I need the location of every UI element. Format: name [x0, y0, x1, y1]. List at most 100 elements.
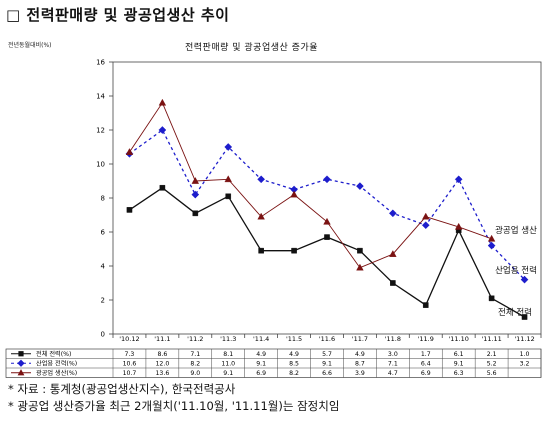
data-point-2 — [487, 234, 496, 242]
data-point-0 — [192, 210, 199, 217]
y-tick-label: 16 — [96, 59, 105, 67]
data-point-2 — [125, 148, 134, 155]
y-axis-label: 전년동월대비(%) — [8, 42, 52, 49]
table-cell: 6.4 — [421, 361, 431, 368]
x-tick-label: '11.12 — [514, 335, 534, 343]
series-label: 전체 전력 — [498, 307, 532, 318]
data-point-1 — [224, 143, 233, 151]
legend-label-1: 산업용 전력(%) — [36, 360, 77, 368]
data-point-0 — [488, 295, 495, 302]
footnote-source: * 자료 : 통계청(광공업생산지수), 한국전력공사 — [8, 382, 236, 396]
data-point-2 — [389, 250, 397, 257]
table-cell: 1.0 — [520, 351, 530, 358]
table-cell: 12.0 — [155, 361, 169, 368]
data-point-2 — [356, 263, 364, 271]
table-cell: 10.6 — [123, 361, 137, 368]
data-point-2 — [191, 176, 200, 184]
data-point-1 — [323, 175, 331, 184]
data-point-2 — [422, 212, 430, 220]
data-point-1 — [388, 209, 397, 218]
data-point-1 — [520, 275, 529, 284]
table-cell: 4.7 — [388, 370, 398, 377]
legend-marker-0 — [18, 351, 24, 357]
data-point-0 — [521, 314, 528, 320]
data-point-1 — [356, 182, 364, 190]
plot-area — [112, 61, 542, 335]
x-tick-label: '11.1 — [154, 335, 170, 343]
table-cell: 9.1 — [256, 361, 266, 368]
x-tick-label: '11.8 — [385, 335, 401, 343]
legend-label-2: 광공업 생산(%) — [36, 369, 77, 377]
table-cell: 7.1 — [190, 351, 200, 358]
table-cell: 11.0 — [221, 361, 235, 368]
table-cell: 8.6 — [157, 351, 167, 358]
table-cell: 4.9 — [355, 351, 365, 358]
footnotes: * 자료 : 통계청(광공업생산지수), 한국전력공사 * 광공업 생산증가율 … — [8, 381, 339, 415]
y-tick-label: 6 — [101, 229, 106, 237]
table-cell: 9.1 — [223, 370, 233, 377]
table-cell: 4.9 — [289, 351, 299, 358]
y-tick-label: 10 — [96, 161, 105, 169]
x-tick-label: '11.3 — [220, 335, 236, 343]
data-point-2 — [323, 217, 331, 225]
y-tick-label: 12 — [96, 127, 105, 135]
legend-marker-1 — [17, 359, 25, 367]
data-point-1 — [191, 190, 200, 199]
y-tick-label: 4 — [101, 263, 106, 271]
data-point-0 — [357, 247, 363, 254]
table-cell: 6.3 — [454, 370, 464, 377]
data-point-0 — [422, 302, 429, 308]
table-cell: 5.6 — [487, 370, 497, 377]
data-point-1 — [158, 126, 167, 134]
series-line-2 — [129, 101, 492, 269]
data-point-1 — [421, 221, 430, 230]
data-point-2 — [158, 98, 167, 106]
table-cell: 7.1 — [388, 361, 398, 368]
table-cell: 4.9 — [256, 351, 266, 358]
table-cell: 10.7 — [123, 370, 137, 377]
x-tick-label: '11.5 — [286, 335, 302, 343]
data-point-2 — [257, 212, 265, 220]
table-cell: 8.2 — [289, 370, 299, 377]
page-title: □ 전력판매량 및 광공업생산 추이 — [6, 6, 230, 24]
table-cell: 3.0 — [388, 351, 398, 358]
table-cell: 13.6 — [155, 370, 169, 377]
table-cell: 9.1 — [322, 361, 332, 368]
table-cell: 9.0 — [190, 370, 200, 377]
data-point-1 — [487, 241, 496, 250]
y-tick-label: 0 — [101, 331, 105, 339]
x-tick-label: '10.12 — [119, 335, 139, 343]
chart-title: 전력판매량 및 광공업생산 증가율 — [185, 43, 319, 53]
series-line-0 — [129, 186, 525, 318]
data-point-2 — [454, 222, 463, 230]
legend-label-0: 전체 전력(%) — [36, 350, 71, 358]
footnote-provisional: * 광공업 생산증가율 최근 2개월치('11.10월, '11.11월)는 잠… — [8, 399, 340, 413]
x-tick-label: '11.4 — [253, 335, 269, 343]
table-cell: 6.9 — [256, 370, 266, 377]
y-tick-label: 2 — [101, 297, 105, 305]
table-cell: 6.1 — [454, 351, 464, 358]
x-tick-label: '11.6 — [319, 335, 335, 343]
table-cell: 5.2 — [487, 361, 497, 368]
series-label: 산업용 전력 — [495, 265, 537, 276]
table-cell: 5.7 — [322, 351, 332, 358]
y-tick-label: 8 — [101, 195, 105, 203]
data-point-1 — [454, 175, 463, 184]
data-point-0 — [390, 280, 396, 286]
data-point-1 — [257, 175, 266, 184]
series-line-1 — [129, 129, 526, 281]
table-cell: 7.3 — [125, 351, 135, 358]
x-tick-label: '11.2 — [187, 335, 203, 343]
data-point-0 — [324, 234, 330, 240]
table-cell: 6.6 — [322, 370, 332, 377]
data-point-0 — [126, 207, 133, 213]
table-cell: 6.9 — [421, 370, 431, 377]
table-cell: 9.1 — [454, 361, 464, 368]
table-cell: 3.9 — [355, 370, 365, 377]
data-point-0 — [159, 185, 166, 191]
data-point-2 — [224, 175, 232, 183]
data-point-0 — [291, 247, 297, 254]
table-cell: 1.7 — [421, 351, 431, 358]
y-tick-label: 14 — [96, 93, 105, 101]
